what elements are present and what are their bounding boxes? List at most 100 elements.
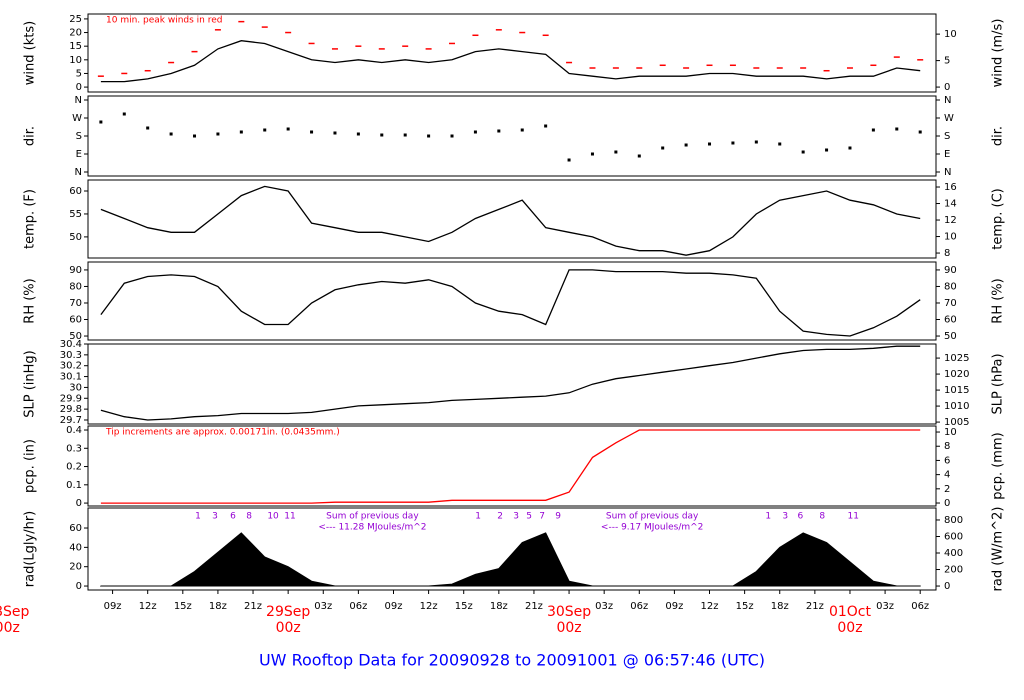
point xyxy=(825,148,829,152)
point xyxy=(356,132,360,136)
x-tick-label: 15z xyxy=(455,601,473,612)
line xyxy=(100,429,921,504)
line xyxy=(100,345,921,421)
hour-mark: 2 xyxy=(497,512,503,522)
x-tick-label: 09z xyxy=(665,601,683,612)
y2-tick-label: 50 xyxy=(944,331,957,342)
day-label: 30Sep xyxy=(547,604,591,620)
point xyxy=(146,126,150,130)
y2-tick-label: 16 xyxy=(944,182,957,193)
point xyxy=(216,132,220,136)
y-tick-label: N xyxy=(75,167,82,178)
y-tick-label: N xyxy=(75,95,82,106)
y-tick-label: 30 xyxy=(69,382,82,393)
y2-tick-label: 1020 xyxy=(944,369,969,380)
panel-frame xyxy=(87,95,937,177)
x-tick-label: 06z xyxy=(911,601,929,612)
x-tick-label: 15z xyxy=(174,601,192,612)
y-tick-label: 20 xyxy=(69,562,82,573)
point xyxy=(754,140,758,144)
y-tick-label: 30.3 xyxy=(60,350,82,361)
y2-tick-label: 1025 xyxy=(944,353,969,364)
y2-tick-label: 5 xyxy=(944,56,950,67)
x-tick-label: 21z xyxy=(244,601,262,612)
hour-mark: 11 xyxy=(284,512,295,522)
point xyxy=(333,131,337,135)
y-axis-label: SLP (inHg) xyxy=(23,350,38,418)
panel-frame xyxy=(87,261,937,341)
y2-tick-label: 0 xyxy=(944,498,950,509)
point xyxy=(520,128,524,132)
y2-tick-label: 600 xyxy=(944,531,963,542)
y2-tick-label: 6 xyxy=(944,455,950,466)
y2-tick-label: 60 xyxy=(944,315,957,326)
y-axis-label: RH (%) xyxy=(23,278,38,323)
hour-mark: 1 xyxy=(195,512,201,522)
point xyxy=(310,130,314,134)
hour-mark: 7 xyxy=(539,512,545,522)
x-tick-label: 18z xyxy=(771,601,789,612)
y2-tick-label: S xyxy=(944,131,950,142)
x-tick-label: 21z xyxy=(806,601,824,612)
y-tick-label: 50 xyxy=(69,232,82,243)
y2-tick-label: 400 xyxy=(944,548,963,559)
point xyxy=(450,134,454,138)
hour-mark: 3 xyxy=(513,512,519,522)
hour-mark: 8 xyxy=(819,512,825,522)
y-tick-label: 5 xyxy=(76,68,82,79)
panel-frame xyxy=(87,179,937,259)
x-tick-label: 12z xyxy=(139,601,157,612)
day-label: 28Sep xyxy=(0,604,29,620)
y-tick-label: 70 xyxy=(69,298,82,309)
y2-axis-label: temp. (C) xyxy=(991,188,1006,250)
y-tick-label: W xyxy=(72,113,82,124)
point xyxy=(286,127,290,131)
panel-frame xyxy=(87,425,937,507)
x-tick-label: 09z xyxy=(104,601,122,612)
y2-axis-label: rad (W/m^2) xyxy=(991,507,1006,592)
point xyxy=(544,124,548,128)
area xyxy=(99,532,921,587)
y2-tick-label: 200 xyxy=(944,565,963,576)
y2-axis-label: wind (m/s) xyxy=(991,19,1006,88)
hour-mark: 9 xyxy=(555,512,561,522)
y-tick-label: 29.9 xyxy=(60,393,82,404)
hour-mark: 8 xyxy=(246,512,252,522)
point xyxy=(848,146,852,150)
point xyxy=(193,134,197,138)
y2-tick-label: N xyxy=(944,167,951,178)
y-tick-label: 0 xyxy=(76,498,82,509)
hour-mark: 6 xyxy=(797,512,803,522)
y-tick-label: 0.2 xyxy=(66,462,82,473)
y2-tick-label: 12 xyxy=(944,215,957,226)
y2-tick-label: 8 xyxy=(944,248,950,259)
x-tick-label: 18z xyxy=(209,601,227,612)
point xyxy=(708,142,712,146)
y-tick-label: 0.4 xyxy=(66,425,82,436)
y-tick-label: 30.4 xyxy=(60,339,82,350)
x-tick-label: 03z xyxy=(595,601,613,612)
y-tick-label: E xyxy=(76,149,82,160)
hour-mark: 11 xyxy=(848,512,859,522)
x-tick-label: 06z xyxy=(349,601,367,612)
point xyxy=(801,150,805,154)
day-label: 29Sep xyxy=(266,604,310,620)
x-tick-label: 03z xyxy=(314,601,332,612)
point xyxy=(614,150,618,154)
note: <--- 11.28 MJoules/m^2 xyxy=(318,523,426,533)
day-hour-label: 00z xyxy=(556,620,581,636)
y-axis-label: temp. (F) xyxy=(23,189,38,249)
x-tick-label: 21z xyxy=(525,601,543,612)
y-tick-label: 0 xyxy=(76,82,82,93)
point xyxy=(661,146,665,150)
hour-mark: 1 xyxy=(475,512,481,522)
hour-mark: 10 xyxy=(267,512,279,522)
point xyxy=(263,128,267,132)
x-tick-label: 15z xyxy=(736,601,754,612)
panel-frame xyxy=(87,13,937,93)
y2-tick-label: 1010 xyxy=(944,401,969,412)
y2-tick-label: 1005 xyxy=(944,417,969,428)
note: Sum of previous day xyxy=(606,512,699,522)
